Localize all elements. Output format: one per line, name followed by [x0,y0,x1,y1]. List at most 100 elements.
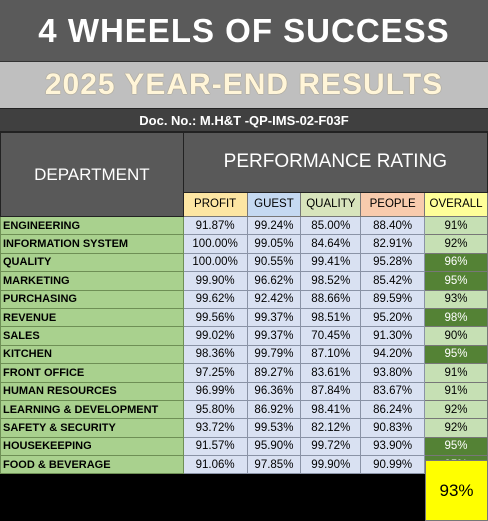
guest-value: 99.05% [246,234,302,254]
people-value: 95.28% [360,252,426,273]
column-header-people: PEOPLE [360,191,426,218]
report-subtitle: 2025 YEAR-END RESULTS [0,62,488,108]
overall-value: 98% [424,307,488,328]
department-name: FRONT OFFICE [0,363,184,383]
guest-value: 92.42% [246,289,302,309]
overall-value: 95% [424,271,488,291]
guest-value: 86.92% [246,399,302,420]
overall-value: 91% [424,363,488,383]
table-row: PURCHASING 99.62% 92.42% 88.66% 89.59% 93% [0,289,488,309]
quality-value: 85.00% [300,215,362,236]
profit-value: 91.06% [182,455,248,475]
guest-value: 96.36% [246,381,302,401]
quality-value: 98.51% [300,307,362,328]
overall-value: 95% [424,436,488,457]
quality-value: 87.10% [300,344,362,365]
quality-value: 99.90% [300,455,362,475]
table-row: SAFETY & SECURITY 93.72% 99.53% 82.12% 90.83… [0,418,488,438]
people-value: 95.20% [360,307,426,328]
quality-value: 83.61% [300,363,362,383]
overall-value: 91% [424,381,488,401]
table-row: INFORMATION SYSTEM 100.00% 99.05% 84.64% 82.… [0,234,488,254]
department-name: SALES [0,326,184,346]
table-row: SALES 99.02% 99.37% 70.45% 91.30% 90% [0,326,488,346]
profit-value: 91.57% [182,436,248,457]
people-value: 89.59% [360,289,426,309]
guest-value: 90.55% [246,252,302,273]
table-row: FOOD & BEVERAGE91.06%97.85%99.90%90.99%9… [0,455,488,475]
department-name: QUALITY [0,252,184,273]
table-row: LEARNING & DEVELOPMENT 95.80% 86.92% 98.41%… [0,399,488,420]
people-value: 91.30% [360,326,426,346]
performance-rating-header: PERFORMANCE RATING [182,132,488,193]
people-value: 94.20% [360,344,426,365]
profit-value: 97.25% [182,363,248,383]
guest-value: 97.85% [246,455,302,475]
department-name: KITCHEN [0,344,184,365]
department-name: HOUSEKEEPING [0,436,184,457]
people-value: 83.67% [360,381,426,401]
profit-value: 91.87% [182,215,248,236]
quality-value: 88.66% [300,289,362,309]
people-value: 93.90% [360,436,426,457]
quality-value: 84.64% [300,234,362,254]
quality-value: 99.72% [300,436,362,457]
overall-value: 92% [424,234,488,254]
profit-value: 100.00% [182,252,248,273]
column-header-overall: OVERALL [424,191,488,218]
people-value: 82.91% [360,234,426,254]
table-body: ENGINEERING 91.87% 99.24% 85.00% 88.40% 91% IN… [0,215,488,475]
table-row: KITCHEN 98.36% 99.79% 87.10% 94.20% 95% [0,344,488,365]
profit-value: 93.72% [182,418,248,438]
department-name: ENGINEERING [0,215,184,236]
profit-value: 100.00% [182,234,248,254]
document-number: Doc. No.: M.H&T -QP-IMS-02-F03F [0,108,488,132]
quality-value: 82.12% [300,418,362,438]
guest-value: 99.37% [246,307,302,328]
department-name: MARKETING [0,271,184,291]
quality-value: 99.41% [300,252,362,273]
people-value: 85.42% [360,271,426,291]
column-header-quality: QUALITY [300,191,362,218]
column-header-profit: PROFIT [182,191,248,218]
profit-value: 98.36% [182,344,248,365]
quality-value: 70.45% [300,326,362,346]
department-name: SAFETY & SECURITY [0,418,184,438]
department-name: LEARNING & DEVELOPMENT [0,399,184,420]
guest-value: 95.90% [246,436,302,457]
profit-value: 95.80% [182,399,248,420]
guest-value: 99.37% [246,326,302,346]
guest-value: 99.53% [246,418,302,438]
guest-value: 96.62% [246,271,302,291]
department-name: FOOD & BEVERAGE [0,455,184,475]
department-header: DEPARTMENT [0,132,184,217]
guest-value: 99.79% [246,344,302,365]
quality-value: 98.52% [300,271,362,291]
profit-value: 99.02% [182,326,248,346]
people-value: 90.83% [360,418,426,438]
table-row: FRONT OFFICE 97.25% 89.27% 83.61% 93.80% 91% [0,363,488,383]
overall-value: 91% [424,215,488,236]
table-row: HUMAN RESOURCES 96.99% 96.36% 87.84% 83.67% 9… [0,381,488,401]
column-header-guest: GUEST [246,191,302,218]
table-row: MARKETING 99.90% 96.62% 98.52% 85.42% 95% [0,271,488,291]
quality-value: 87.84% [300,381,362,401]
overall-value: 93% [424,289,488,309]
table-row: REVENUE 99.56% 99.37% 98.51% 95.20% 98% [0,307,488,328]
people-value: 86.24% [360,399,426,420]
table-row: ENGINEERING 91.87% 99.24% 85.00% 88.40% 91% [0,215,488,236]
guest-value: 99.24% [246,215,302,236]
profit-value: 99.62% [182,289,248,309]
table-row: HOUSEKEEPING 91.57% 95.90% 99.72% 93.90% 95% [0,436,488,457]
guest-value: 89.27% [246,363,302,383]
table-row: QUALITY 100.00% 90.55% 99.41% 95.28% 96% [0,252,488,273]
people-value: 90.99% [360,455,426,475]
people-value: 93.80% [360,363,426,383]
department-name: PURCHASING [0,289,184,309]
grand-overall-score: 93% [425,460,488,521]
profit-value: 96.99% [182,381,248,401]
report-title: 4 WHEELS OF SUCCESS [0,0,488,62]
overall-value: 92% [424,418,488,438]
overall-value: 92% [424,399,488,420]
overall-value: 96% [424,252,488,273]
